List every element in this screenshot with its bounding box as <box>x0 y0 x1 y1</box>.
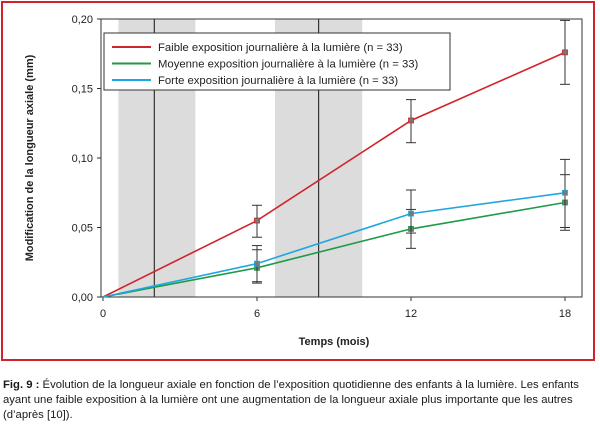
series-0 <box>102 19 570 298</box>
axis-ticks: 0,00 0,05 0,10 0,15 0,20 0 6 12 18 <box>72 14 572 320</box>
axial-length-chart: 0,00 0,05 0,10 0,15 0,20 0 6 12 18 Faible exposi… <box>24 14 583 348</box>
figure-caption: Fig. 9 : Évolution de la longueur axiale… <box>3 378 597 423</box>
y-tick-label-4: 0,20 <box>72 14 93 26</box>
caption-label: Fig. 9 : <box>3 379 40 391</box>
legend-label-1: Moyenne exposition journalière à la lumi… <box>158 59 419 71</box>
data-point-2-2 <box>408 210 414 217</box>
legend-label-0: Faible exposition journalière à la lumiè… <box>158 42 403 54</box>
series-line-0 <box>102 51 566 298</box>
legend-box <box>103 32 451 91</box>
x-tick-label-0: 0 <box>100 308 106 320</box>
series-line-2 <box>102 192 566 298</box>
data-point-0-1 <box>254 217 260 224</box>
data-point-0-3 <box>562 49 568 56</box>
y-tick-label-1: 0,05 <box>72 223 93 235</box>
caption-text: Évolution de la longueur axiale en fonct… <box>3 379 579 421</box>
x-tick-label-2: 12 <box>405 308 417 320</box>
series-2 <box>102 158 570 298</box>
x-tick-label-1: 6 <box>254 308 260 320</box>
data-point-2-1 <box>254 260 260 267</box>
series-lines <box>102 19 570 298</box>
x-tick-label-3: 18 <box>559 308 571 320</box>
y-tick-label-2: 0,10 <box>72 153 93 165</box>
data-point-2-3 <box>562 189 568 196</box>
series-line-1 <box>102 201 566 298</box>
y-axis-title: Modification de la longueur axiale (mm) <box>24 54 36 261</box>
legend: Faible exposition journalière à la lumiè… <box>103 32 451 91</box>
x-axis-title: Temps (mois) <box>299 336 370 348</box>
y-tick-label-0: 0,00 <box>72 292 93 304</box>
data-point-0-2 <box>408 117 414 124</box>
legend-label-2: Forte exposition journalière à la lumièr… <box>158 75 398 87</box>
y-tick-label-3: 0,15 <box>72 84 93 96</box>
